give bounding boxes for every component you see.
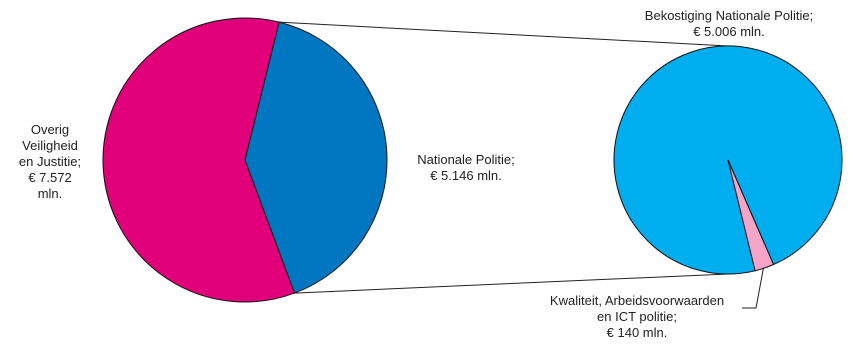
main-pie (102, 17, 388, 303)
label-nationale-politie: Nationale Politie; € 5.146 mln. (417, 152, 515, 183)
connector-lines (279, 21, 765, 309)
label-bekostiging-nationale-politie: Bekostiging Nationale Politie; € 5.006 ml… (645, 8, 813, 39)
slice-labels: Overig Veiligheid en Justitie; € 7.572 mln. N… (19, 8, 813, 340)
connector-bottom (294, 273, 729, 294)
slice-overig-veiligheid-justitie (102, 17, 296, 303)
leader-line-kwaliteit (742, 266, 765, 309)
label-overig-veiligheid-justitie-line: € 7.572 (28, 170, 71, 185)
label-kwaliteit-arbeidsvoorwaarden-ict: Kwaliteit, Arbeidsvoorwaarden en ICT poli… (550, 293, 724, 340)
label-bekostiging-nationale-politie-line: € 5.006 mln. (693, 24, 765, 39)
label-overig-veiligheid-justitie-line: mln. (38, 186, 63, 201)
label-overig-veiligheid-justitie-line: en Justitie; (19, 154, 81, 169)
slice-nationale-politie (244, 21, 388, 294)
label-kwaliteit-arbeidsvoorwaarden-ict-line: € 140 mln. (607, 325, 668, 340)
label-bekostiging-nationale-politie-line: Bekostiging Nationale Politie; (645, 8, 813, 23)
label-kwaliteit-arbeidsvoorwaarden-ict-line: Kwaliteit, Arbeidsvoorwaarden (550, 293, 724, 308)
label-overig-veiligheid-justitie: Overig Veiligheid en Justitie; € 7.572 mln. (19, 122, 81, 201)
label-kwaliteit-arbeidsvoorwaarden-ict-line: en ICT politie; (597, 309, 677, 324)
label-nationale-politie-line: € 5.146 mln. (430, 168, 502, 183)
connector-top (279, 21, 729, 47)
label-overig-veiligheid-justitie-line: Veiligheid (22, 138, 78, 153)
detail-pie (613, 45, 843, 275)
slice-kwaliteit-arbeidsvoorwaarden-ict (727, 159, 775, 272)
label-overig-veiligheid-justitie-line: Overig (31, 122, 69, 137)
label-nationale-politie-line: Nationale Politie; (417, 152, 515, 167)
